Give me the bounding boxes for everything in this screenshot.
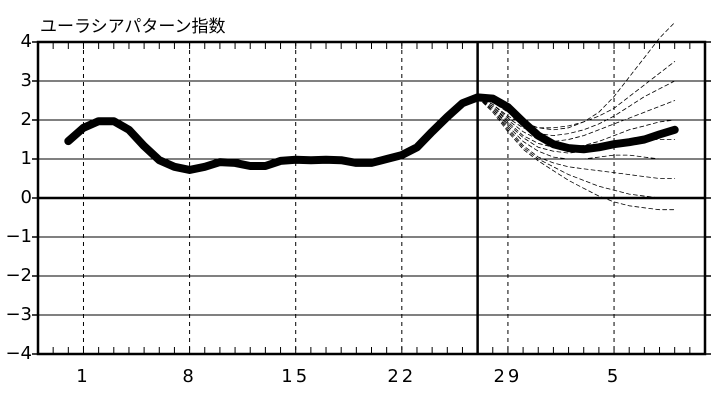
ensemble-line bbox=[477, 61, 676, 129]
chart-title: ユーラシアパターン指数 bbox=[40, 17, 225, 37]
y-tick-label: 3 bbox=[21, 70, 32, 91]
x-tick-label: 15 bbox=[281, 366, 310, 387]
ensemble-line bbox=[477, 97, 676, 199]
x-tick-label: 8 bbox=[182, 366, 196, 387]
y-tick-label: −4 bbox=[5, 343, 32, 364]
x-tick-label: 22 bbox=[387, 366, 416, 387]
x-tick-label: 1 bbox=[76, 366, 90, 387]
ensemble-line bbox=[477, 97, 676, 142]
y-tick-label: 2 bbox=[21, 109, 32, 130]
ensemble-line bbox=[477, 80, 676, 136]
index-line bbox=[64, 93, 679, 174]
y-tick-label: −3 bbox=[5, 304, 32, 325]
x-tick-label: 29 bbox=[493, 366, 522, 387]
ensemble-line bbox=[477, 22, 676, 131]
y-tick-label: −2 bbox=[5, 265, 32, 286]
y-tick-label: 1 bbox=[21, 148, 32, 169]
ensemble-line bbox=[477, 97, 676, 160]
plot-frame bbox=[36, 40, 707, 356]
x-tick-label: 5 bbox=[607, 366, 621, 387]
y-tick-label: 4 bbox=[21, 31, 32, 52]
ensemble-line bbox=[477, 97, 676, 179]
y-tick-label: −1 bbox=[5, 226, 32, 247]
y-tick-label: 0 bbox=[21, 187, 32, 208]
ensemble-line bbox=[477, 97, 676, 211]
